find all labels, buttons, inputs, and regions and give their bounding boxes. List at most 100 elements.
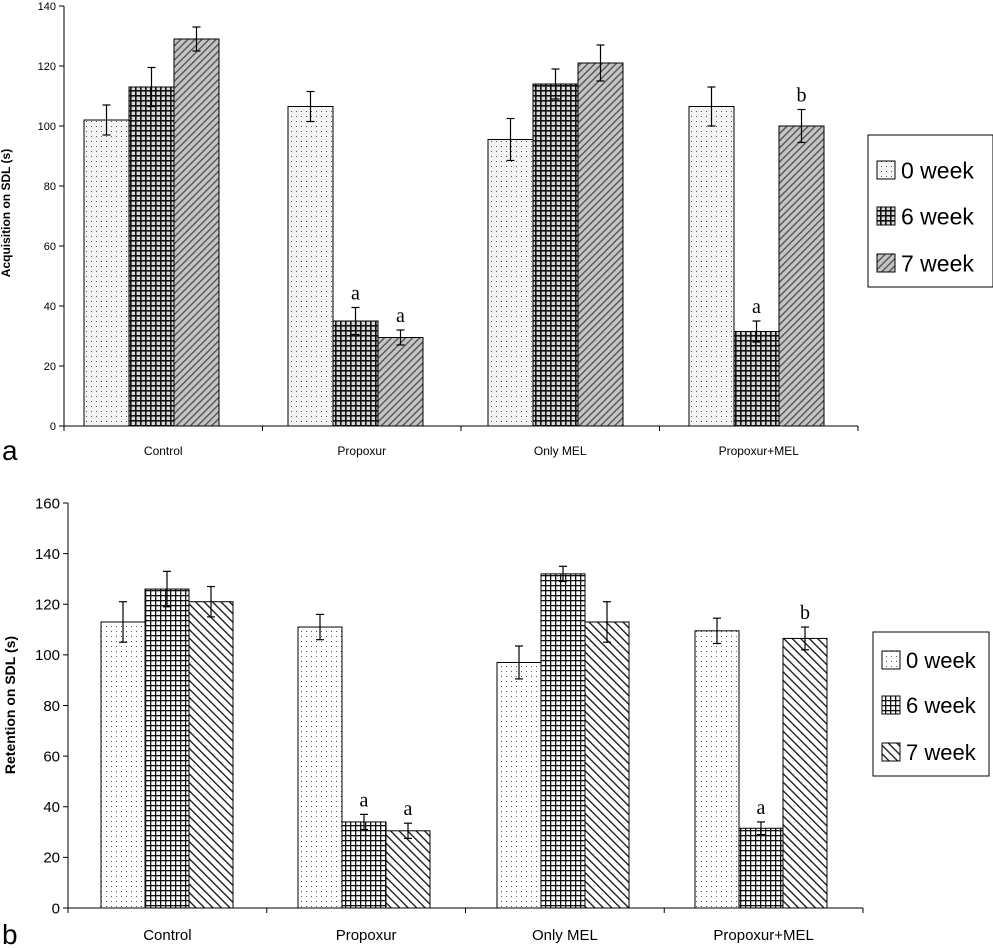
legend-label: 7 week xyxy=(906,740,977,765)
y-axis-label: Retention on SDL (s) xyxy=(2,636,18,774)
x-category-label: Only MEL xyxy=(534,444,587,458)
bar-7-week-propoxur-mel xyxy=(782,637,828,909)
significance-letter: a xyxy=(757,797,766,819)
y-tick-label: 40 xyxy=(44,301,56,313)
bar-0-week-propoxur-mel xyxy=(694,630,740,909)
bar-6-week-control xyxy=(128,86,175,427)
bar-0-week-control xyxy=(100,621,146,909)
bar-7-week-control xyxy=(188,601,234,909)
error-bars xyxy=(102,26,806,346)
error-bar xyxy=(306,90,315,123)
chart-panel-b: b Retention on SDL (s) 0 20 40 60 80 100 120 14… xyxy=(2,495,990,948)
y-tick-label: 80 xyxy=(43,698,60,715)
legend-swatch xyxy=(881,695,901,715)
legend-swatch xyxy=(881,650,901,670)
legend-label: 7 week xyxy=(901,250,974,276)
y-tick-label: 0 xyxy=(50,421,56,433)
y-tick-label: 100 xyxy=(35,647,60,664)
error-bar xyxy=(396,329,405,346)
error-bar xyxy=(515,645,523,680)
error-bar xyxy=(192,26,201,52)
y-tick-label: 120 xyxy=(35,597,60,614)
error-bar xyxy=(207,585,215,618)
bar-0-week-only-mel xyxy=(496,661,542,909)
significance-letter: a xyxy=(351,283,360,305)
y-tick-label: 60 xyxy=(43,748,60,765)
category-labels: Control Propoxur Only MEL Propoxur+MEL xyxy=(144,444,799,458)
chart-panel-label: b xyxy=(2,919,18,948)
error-bar xyxy=(797,108,806,144)
y-tick-label: 80 xyxy=(44,181,56,193)
bar-0-week-propoxur xyxy=(297,626,343,909)
y-tick-label: 120 xyxy=(38,61,56,73)
y-tick-label: 140 xyxy=(38,1,56,13)
bar-7-week-control xyxy=(173,38,220,427)
x-category-label: Only MEL xyxy=(532,927,598,944)
axes xyxy=(59,5,859,431)
x-category-label: Propoxur+MEL xyxy=(713,927,813,944)
bar-7-week-only-mel xyxy=(584,621,630,909)
x-category-label: Control xyxy=(144,444,183,458)
bar-0-week-propoxur xyxy=(287,106,334,427)
y-tick-label: 40 xyxy=(43,799,60,816)
legend-swatch xyxy=(876,160,896,180)
error-bar xyxy=(752,320,761,343)
bar-7-week-propoxur-mel xyxy=(778,125,825,427)
bar-6-week-control xyxy=(144,588,190,909)
legend-label: 6 week xyxy=(906,693,977,718)
y-tick-label: 160 xyxy=(35,495,60,512)
error-bar xyxy=(351,306,360,336)
bar-6-week-propoxur xyxy=(332,320,379,427)
category-labels: Control Propoxur Only MEL Propoxur+MEL xyxy=(143,927,814,944)
significance-annotations: a a a b xyxy=(360,602,810,820)
bar-0-week-control xyxy=(83,119,130,427)
error-bar xyxy=(707,86,716,127)
y-tick-labels: 0 20 40 60 80 100 120 140 160 xyxy=(35,495,60,917)
error-bar xyxy=(119,601,127,643)
error-bars xyxy=(119,565,809,839)
error-bar xyxy=(713,617,721,645)
bar-6-week-only-mel xyxy=(540,573,586,909)
x-category-label: Propoxur xyxy=(337,444,386,458)
significance-annotations: a a a b xyxy=(351,85,806,328)
bar-6-week-only-mel xyxy=(532,83,579,427)
error-bar xyxy=(801,626,809,651)
legend-label: 6 week xyxy=(901,203,974,229)
bar-0-week-propoxur-mel xyxy=(688,106,735,427)
significance-letter: a xyxy=(752,296,761,318)
error-bar xyxy=(559,565,567,583)
y-tick-label: 60 xyxy=(44,241,56,253)
y-tick-label: 140 xyxy=(35,546,60,563)
error-bar xyxy=(102,104,111,136)
chart-panel-a: a Acquisition on SDL (s) 0 20 40 60 80 100 120… xyxy=(0,1,993,466)
error-bar xyxy=(163,570,171,608)
legend-label: 0 week xyxy=(906,648,977,673)
y-axis-label: Acquisition on SDL (s) xyxy=(0,149,13,277)
error-bar xyxy=(603,601,611,643)
legend-swatch xyxy=(881,742,901,762)
legend: 0 week 6 week 7 week xyxy=(867,134,993,288)
bar-7-week-propoxur xyxy=(377,337,424,427)
significance-letter: b xyxy=(797,85,807,107)
y-tick-label: 0 xyxy=(52,900,60,917)
bar-0-week-only-mel xyxy=(487,139,534,427)
significance-letter: a xyxy=(396,305,405,327)
bar-6-week-propoxur xyxy=(341,821,387,909)
error-bar xyxy=(404,822,412,839)
significance-letter: b xyxy=(800,602,810,624)
x-category-label: Control xyxy=(143,927,191,944)
error-bar xyxy=(360,813,368,831)
error-bar xyxy=(757,821,765,836)
legend: 0 week 6 week 7 week xyxy=(872,631,990,777)
error-bar xyxy=(596,44,605,82)
bar-6-week-propoxur-mel xyxy=(738,827,784,909)
chart-panel-label: a xyxy=(2,435,18,466)
y-tick-label: 20 xyxy=(44,361,56,373)
bar-7-week-only-mel xyxy=(577,62,624,427)
x-category-label: Propoxur+MEL xyxy=(719,444,800,458)
significance-letter: a xyxy=(404,798,413,820)
significance-letter: a xyxy=(360,789,369,811)
y-tick-label: 20 xyxy=(43,850,60,867)
error-bar xyxy=(551,68,560,100)
